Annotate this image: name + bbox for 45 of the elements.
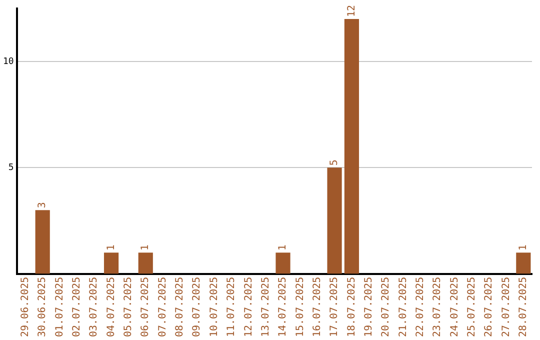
y-tick-label: 10 [2, 56, 14, 67]
x-tick-label: 10.07.2025 [208, 276, 220, 338]
x-tick-label: 02.07.2025 [72, 276, 83, 338]
x-tick-label: 15.07.2025 [294, 276, 306, 338]
data-label: 3 [37, 202, 48, 208]
x-tick-label: 09.07.2025 [192, 276, 203, 338]
data-label: 5 [329, 160, 340, 166]
x-tick-label: 11.07.2025 [226, 276, 238, 338]
x-tick-label: 17.07.2025 [329, 276, 340, 338]
bar [35, 210, 50, 274]
x-tick-label: 18.07.2025 [346, 276, 358, 338]
x-tick-label: 24.07.2025 [449, 276, 460, 338]
data-label: 1 [140, 244, 152, 251]
x-tick-label: 05.07.2025 [123, 276, 134, 338]
x-tick-label: 29.06.2025 [20, 276, 32, 338]
x-tick-label: 20.07.2025 [380, 276, 392, 338]
x-tick-label: 28.07.2025 [518, 276, 530, 338]
x-tick-label: 01.07.2025 [54, 276, 66, 338]
bar [327, 168, 342, 274]
bar [138, 252, 153, 274]
bar [516, 252, 531, 274]
x-tick-label: 06.07.2025 [140, 276, 152, 338]
x-tick-label: 30.06.2025 [37, 276, 48, 338]
bar [344, 19, 359, 274]
data-label: 12 [346, 4, 358, 18]
x-tick-label: 22.07.2025 [414, 276, 426, 338]
x-tick-label: 21.07.2025 [398, 276, 409, 338]
x-tick-label: 14.07.2025 [278, 276, 289, 338]
x-tick-label: 12.07.2025 [243, 276, 254, 338]
bar [276, 252, 290, 274]
x-tick-label: 25.07.2025 [466, 276, 478, 338]
data-label: 1 [518, 244, 530, 251]
data-label: 1 [278, 244, 289, 251]
x-tick-label: 26.07.2025 [484, 276, 495, 338]
x-tick-label: 27.07.2025 [500, 276, 512, 338]
x-tick-label: 19.07.2025 [363, 276, 374, 338]
x-tick-label: 03.07.2025 [88, 276, 100, 338]
x-tick-label: 04.07.2025 [106, 276, 117, 338]
data-label: 1 [106, 244, 117, 251]
bar [104, 252, 119, 274]
x-tick-label: 08.07.2025 [174, 276, 186, 338]
x-tick-label: 16.07.2025 [312, 276, 323, 338]
x-tick-label: 23.07.2025 [432, 276, 444, 338]
x-tick-label: 13.07.2025 [260, 276, 272, 338]
x-tick-label: 07.07.2025 [157, 276, 168, 338]
